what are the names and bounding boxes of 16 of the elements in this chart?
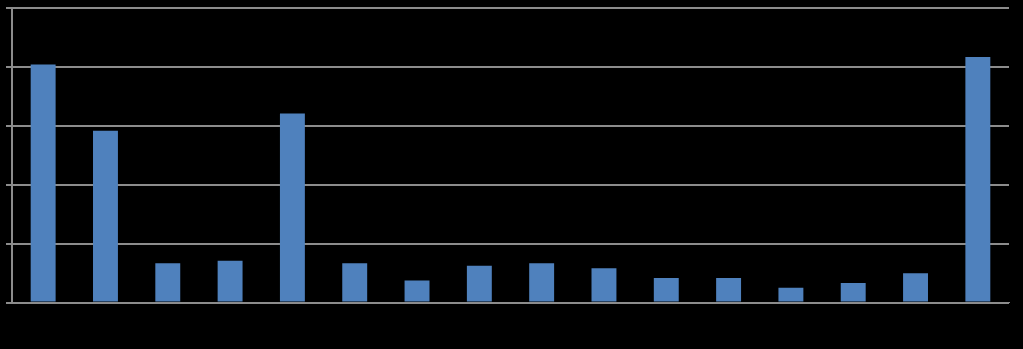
bar (903, 273, 928, 302)
bar (279, 113, 305, 302)
bar (965, 57, 991, 302)
bar (342, 263, 368, 302)
bar (840, 282, 866, 302)
bar (591, 268, 617, 302)
bar (93, 130, 118, 302)
bar (404, 280, 430, 302)
bar (466, 265, 492, 302)
bar (155, 263, 181, 302)
bar (529, 263, 555, 302)
bar (716, 278, 742, 302)
bar (778, 287, 804, 302)
bar (30, 64, 56, 302)
bar (653, 278, 679, 302)
bar (217, 260, 243, 302)
